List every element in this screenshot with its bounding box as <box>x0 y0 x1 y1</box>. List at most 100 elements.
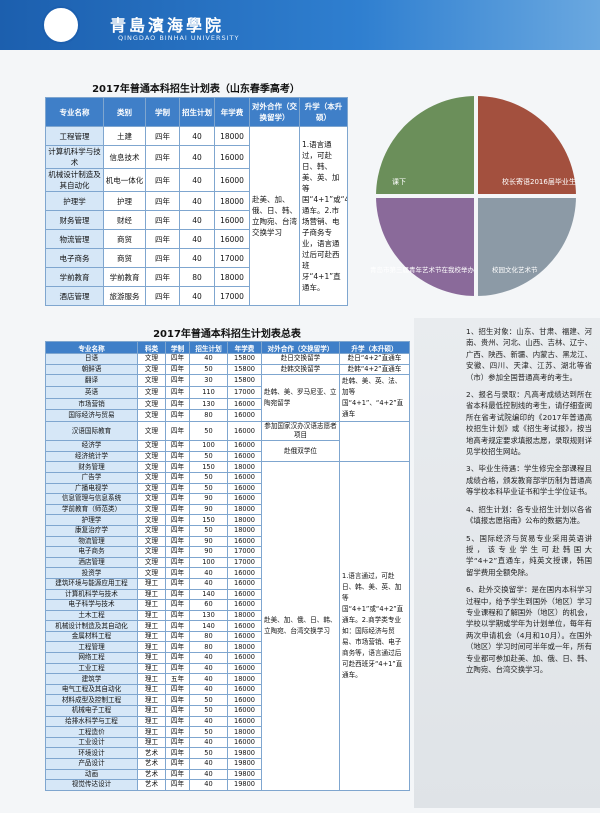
cell: 18000 <box>214 267 250 287</box>
note-paragraph: 5、国际经济与贸易专业采用英语讲授，该专业学生可赴韩国大学“4+2”直通车，纯英… <box>466 533 592 577</box>
major-name: 产品设计 <box>45 758 138 770</box>
cell: 四年 <box>165 482 190 495</box>
plan-table-total: 专业名称 科类 学制 招生计划 年学费 对外合作（交换留学） 升学（本升硕） 日语 文理 四年 40… <box>45 341 410 791</box>
column-header: 对外合作（交换留学） <box>249 97 300 127</box>
cell: 17000 <box>227 546 262 558</box>
cell: 艺术 <box>137 758 166 770</box>
table-row: 视觉传达设计 艺术 四年 40 19800 <box>45 779 410 791</box>
major-name: 视觉传达设计 <box>45 779 138 791</box>
cell: 50 <box>189 482 228 495</box>
cell: 四年 <box>165 652 190 664</box>
cell: 文理 <box>137 421 166 442</box>
cell: 四年 <box>165 683 190 696</box>
cell: 理工 <box>137 726 166 738</box>
cell: 18000 <box>227 726 262 738</box>
cell: 60 <box>189 599 228 611</box>
table-row: 机械设计制造及其自动化 机电一体化 四年 40 16000 <box>45 168 348 192</box>
cell: 16000 <box>227 471 262 484</box>
cell: 理工 <box>137 694 166 707</box>
major-name: 学前教育（师范类） <box>45 503 138 516</box>
exchange-cell: 参加国家汉办汉语志愿者项目 <box>261 421 340 442</box>
major-name: 物流管理 <box>45 535 138 548</box>
cell: 四年 <box>145 145 180 169</box>
cell: 四年 <box>145 126 180 146</box>
cell: 文理 <box>137 450 166 463</box>
cell: 四年 <box>165 609 190 622</box>
table-row: 酒店管理 旅游服务 四年 40 17000 <box>45 286 348 306</box>
photo <box>478 198 576 296</box>
photo <box>376 96 474 194</box>
cell: 18000 <box>227 673 262 685</box>
table-row: 信息管理与信息系统 文理 四年 90 16000 <box>45 493 410 505</box>
cell: 16000 <box>227 535 262 548</box>
cell: 80 <box>189 630 228 643</box>
photo <box>376 198 474 296</box>
cell: 90 <box>189 493 228 505</box>
cell: 18000 <box>227 503 262 516</box>
major-name: 康复治疗学 <box>45 524 138 537</box>
cell: 18000 <box>227 461 262 473</box>
cell: 140 <box>189 588 228 601</box>
plan-table: 专业名称 类别 学制 招生计划 年学费 对外合作（交换留学） 升学（本升硕） 工程管理 土建 四年… <box>45 97 348 306</box>
cell: 40 <box>189 768 228 781</box>
major-name: 酒店管理 <box>45 556 138 569</box>
cell: 四年 <box>165 421 190 442</box>
cell: 50 <box>189 450 228 463</box>
further-cell: 赴日“4+2”直通车 <box>339 353 410 365</box>
cell: 文理 <box>137 524 166 537</box>
major-name: 信息管理与信息系统 <box>45 493 138 505</box>
column-header: 类别 <box>103 97 146 127</box>
cell: 40 <box>179 168 215 192</box>
cell: 16000 <box>227 440 262 452</box>
photo-caption: 课下 <box>392 177 406 186</box>
cell: 商贸 <box>103 229 146 249</box>
column-header: 升学（本升硕） <box>299 97 348 127</box>
cell: 商贸 <box>103 248 146 268</box>
column-header: 学制 <box>145 97 180 127</box>
cell: 40 <box>189 567 228 579</box>
table-row: 护理学 护理 四年 40 18000 <box>45 191 348 211</box>
cell: 文理 <box>137 567 166 579</box>
cell: 机电一体化 <box>103 168 146 192</box>
table-row: 工程管理 土建 四年 40 18000 赴美、加、俄、日、韩、立陶宛、台湾交换学习 1.语言… <box>45 126 348 306</box>
table-row: 英语 文理 四年 110 17000 <box>45 385 410 399</box>
header-row: 专业名称 科类 学制 招生计划 年学费 对外合作（交换留学） 升学（本升硕） <box>45 341 410 354</box>
cell: 17000 <box>227 556 262 569</box>
cell: 16000 <box>227 482 262 495</box>
table-row: 工业工程 理工 四年 40 16000 <box>45 662 410 675</box>
logo <box>42 6 80 44</box>
cell: 文理 <box>137 385 166 399</box>
school-name: 青島濱海學院 <box>110 16 225 35</box>
cell: 文理 <box>137 409 166 423</box>
cell: 理工 <box>137 683 166 696</box>
cell: 40 <box>189 683 228 696</box>
cell: 文理 <box>137 535 166 548</box>
cell: 四年 <box>165 353 190 365</box>
table-row: 市场营销 文理 四年 130 16000 <box>45 397 410 411</box>
major-name: 市场营销 <box>45 397 138 411</box>
cell: 四年 <box>165 694 190 707</box>
exchange-cell: 赴俄双学位 <box>261 440 340 463</box>
cell: 140 <box>189 620 228 632</box>
column-header: 升学（本升硕） <box>339 341 410 354</box>
cell: 文理 <box>137 493 166 505</box>
further-cell <box>339 421 410 463</box>
notes-text: 1、招生对象：山东、甘肃、福建、河南、贵州、河北、山西、吉林、辽宁、广西、陕西、… <box>414 318 600 675</box>
major-name: 广播电视学 <box>45 482 138 495</box>
cell: 40 <box>179 126 215 146</box>
major-name: 机械设计制造及其自动化 <box>45 620 138 632</box>
table-row: 翻译 文理 四年 30 15800 赴韩、美、罗马尼亚、立陶宛留学 赴韩、美、英、法、加等国… <box>45 374 410 423</box>
cell: 四年 <box>165 514 190 526</box>
cell: 四年 <box>145 286 180 306</box>
cell: 40 <box>179 145 215 169</box>
major-name: 建筑学 <box>45 673 138 685</box>
cell: 50 <box>189 471 228 484</box>
cell: 艺术 <box>137 747 166 759</box>
cell: 四年 <box>165 736 190 749</box>
cell: 40 <box>179 286 215 306</box>
column-header: 年学费 <box>214 97 250 127</box>
major-name: 投资学 <box>45 567 138 579</box>
cell: 16000 <box>227 683 262 696</box>
cell: 40 <box>189 715 228 728</box>
cell: 90 <box>189 546 228 558</box>
